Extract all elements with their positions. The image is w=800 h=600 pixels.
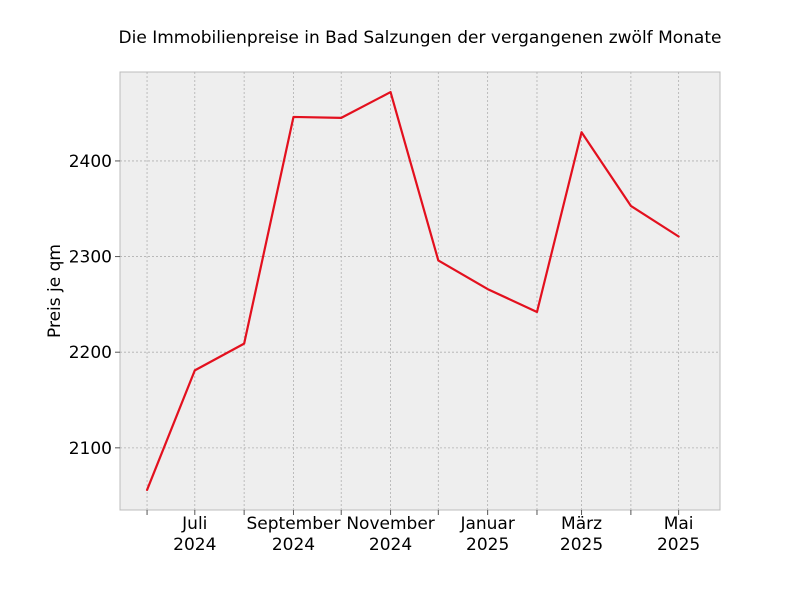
x-tick-label-month: November [346, 514, 434, 534]
x-axis: Juli2024September2024November2024Januar2… [146, 510, 700, 555]
grid-lines [120, 72, 720, 510]
x-tick-label-month: März [561, 514, 602, 534]
series-layer [145, 90, 680, 492]
x-tick-label-year: 2025 [466, 535, 509, 555]
x-tick-label-year: 2024 [173, 535, 216, 555]
y-tick-label: 2100 [69, 439, 112, 459]
x-tick-label-month: Januar [459, 514, 514, 534]
x-tick-label-year: 2025 [657, 535, 700, 555]
series-line [145, 90, 680, 492]
x-tick-label-month: September [246, 514, 340, 534]
x-tick-label-year: 2025 [560, 535, 603, 555]
y-tick-label: 2200 [69, 343, 112, 363]
y-axis: 2100 2200 2300 2400 [69, 152, 120, 459]
y-tick-label: 2400 [69, 152, 112, 172]
x-tick-label-month: Juli [181, 514, 207, 534]
y-tick-label: 2300 [69, 248, 112, 268]
x-tick-label-year: 2024 [369, 535, 412, 555]
x-tick-label-year: 2024 [272, 535, 315, 555]
plot-area [119, 71, 721, 511]
y-axis-label: Preis je qm [45, 244, 65, 338]
x-tick-label-month: Mai [664, 514, 694, 534]
chart-title: Die Immobilienpreise in Bad Salzungen de… [119, 28, 722, 48]
